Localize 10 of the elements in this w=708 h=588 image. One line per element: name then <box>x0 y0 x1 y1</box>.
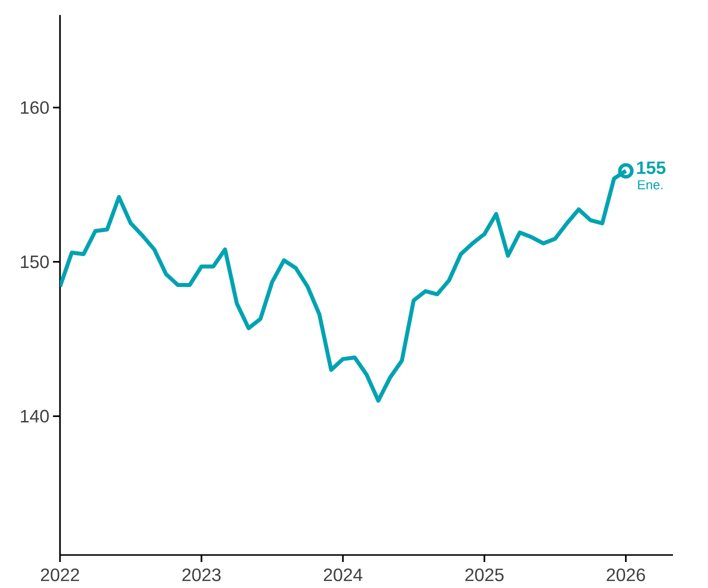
y-tick-label: 140 <box>20 410 49 422</box>
annotation: Ene. <box>638 180 663 190</box>
x-tick-label: 2022 <box>40 568 80 582</box>
y-tick-label: 160 <box>20 101 49 114</box>
annotation: 155 <box>637 162 666 174</box>
y-tick-label: 150 <box>20 256 49 268</box>
x-tick-label: 2023 <box>182 568 221 582</box>
x-tick-label: 2026 <box>606 568 646 582</box>
x-tick-label: 2024 <box>324 568 362 582</box>
x-tick-label: 2025 <box>465 568 504 582</box>
